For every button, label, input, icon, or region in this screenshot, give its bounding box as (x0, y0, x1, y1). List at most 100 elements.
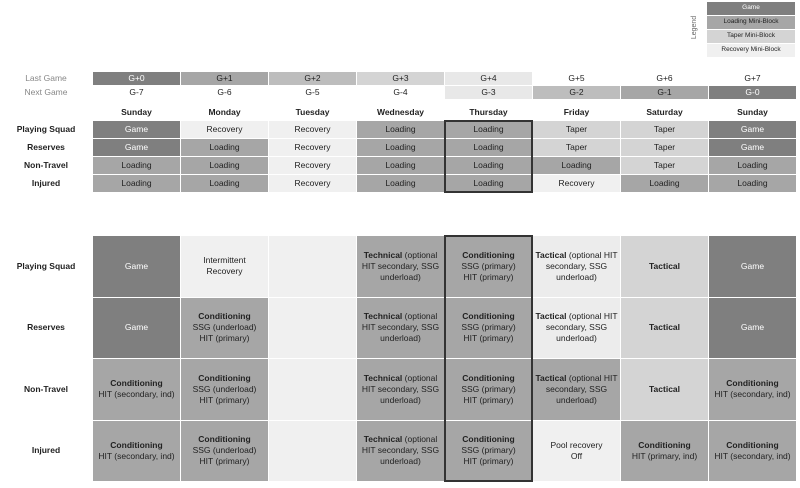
schedule-cell: Recovery (269, 157, 356, 174)
cell-line: HIT (primary) (463, 333, 514, 344)
schedule-cell: Loading (445, 157, 532, 174)
session-cell (269, 297, 356, 358)
schedule-cell: Loading (445, 175, 532, 192)
schedule-cell: Taper (621, 121, 708, 138)
cell-detail: (optional HIT secondary, SSG underload) (361, 311, 440, 344)
highlight (444, 120, 533, 193)
cell-title: Conditioning (462, 372, 515, 383)
cell-title: Technical (363, 311, 403, 322)
day-header: Friday (563, 107, 590, 118)
cell-title: Conditioning (638, 439, 691, 450)
cell-line: Intermittent (203, 255, 246, 266)
cell-title: Conditioning (198, 372, 251, 383)
legend-item: Game (707, 2, 795, 15)
cell-text: Technical (optional HIT secondary, SSG u… (359, 311, 442, 344)
session-cell: Tactical (optional HIT secondary, SSG un… (533, 297, 620, 358)
cell-title: Conditioning (726, 439, 779, 450)
schedule-cell: Loading (357, 157, 444, 174)
day-header: Saturday (646, 107, 683, 118)
schedule-cell: Taper (533, 121, 620, 138)
schedule-cell: Game (93, 121, 180, 138)
cell-line: SSG (underload) (192, 445, 257, 456)
schedule-cell: Loading (181, 157, 268, 174)
game-cell: G-3 (445, 86, 532, 99)
game-cell: G-7 (93, 86, 180, 99)
day-header: Wednesday (376, 107, 425, 118)
row-label: Reserves (27, 322, 65, 333)
legend-item: Taper Mini-Block (707, 30, 795, 43)
row-label: Playing Squad (16, 260, 76, 271)
schedule-cell: Recovery (269, 175, 356, 192)
cell-line: HIT (primary) (199, 456, 250, 467)
cell-title: Technical (363, 249, 403, 260)
cell-text: Technical (optional HIT secondary, SSG u… (359, 373, 442, 406)
schedule-cell: Loading (445, 139, 532, 156)
cell-title: Technical (363, 372, 403, 383)
schedule-cell: Taper (533, 139, 620, 156)
session-cell: Technical (optional HIT secondary, SSG u… (357, 297, 444, 358)
cell-text: Game (124, 260, 149, 271)
cell-line: HIT (secondary, ind) (714, 389, 791, 400)
session-cell (269, 359, 356, 420)
cell-title: Conditioning (462, 311, 515, 322)
schedule-cell: Game (93, 139, 180, 156)
schedule-cell: Game (709, 139, 796, 156)
game-cell: G-5 (269, 86, 356, 99)
cell-line: HIT (primary, ind) (631, 450, 698, 461)
session-cell: Tactical (621, 297, 708, 358)
day-header: Sunday (121, 107, 152, 118)
game-cell: G-4 (357, 86, 444, 99)
row-label: Reserves (27, 141, 65, 152)
session-cell: Game (93, 236, 180, 297)
day-header: Tuesday (295, 107, 330, 118)
session-cell: Game (709, 236, 796, 297)
schedule-cell: Loading (181, 175, 268, 192)
session-cell: Tactical (621, 359, 708, 420)
schedule-cell: Loading (357, 139, 444, 156)
cell-title: Tactical (648, 383, 681, 394)
game-cell: G+3 (357, 72, 444, 85)
session-cell (269, 236, 356, 297)
cell-detail: (optional HIT secondary, SSG underload) (361, 249, 440, 282)
cell-line: SSG (primary) (461, 445, 516, 456)
session-cell (269, 420, 356, 481)
row-label: Next Game (24, 86, 68, 97)
cell-line: HIT (secondary, ind) (98, 450, 175, 461)
session-cell: Conditioning HIT (secondary, ind) (93, 420, 180, 481)
cell-line: SSG (primary) (461, 260, 516, 271)
schedule-cell: Game (709, 121, 796, 138)
schedule-cell: Recovery (533, 175, 620, 192)
schedule-cell: Loading (533, 157, 620, 174)
session-cell: Conditioning SSG (underload) HIT (primary) (181, 359, 268, 420)
cell-line: HIT (primary) (463, 456, 514, 467)
session-cell: Game (93, 297, 180, 358)
cell-title: Conditioning (462, 434, 515, 445)
session-cell: Game (709, 297, 796, 358)
game-cell: G-0 (709, 86, 796, 99)
session-cell: Conditioning SSG (underload) HIT (primary) (181, 420, 268, 481)
schedule-cell: Recovery (269, 121, 356, 138)
game-cell: G+5 (533, 72, 620, 85)
row-label: Non-Travel (24, 383, 68, 394)
cell-title: Conditioning (198, 311, 251, 322)
cell-line: SSG (primary) (461, 322, 516, 333)
session-cell: Tactical (621, 236, 708, 297)
cell-line: Pool recovery (550, 439, 603, 450)
schedule-cell: Loading (621, 175, 708, 192)
game-cell: G+0 (93, 72, 180, 85)
row-label: Last Game (25, 72, 67, 83)
cell-title: Technical (363, 434, 403, 445)
session-cell: Pool recovery Off (533, 420, 620, 481)
day-header: Sunday (737, 107, 768, 118)
schedule-cell: Loading (93, 157, 180, 174)
cell-title: Tactical (535, 372, 567, 383)
session-cell: Technical (optional HIT secondary, SSG u… (357, 420, 444, 481)
cell-title: Conditioning (462, 249, 515, 260)
game-cell: G-2 (533, 86, 620, 99)
schedule-cell: Loading (709, 157, 796, 174)
cell-line: SSG (underload) (192, 383, 257, 394)
cell-text: Tactical (optional HIT secondary, SSG un… (535, 311, 618, 344)
session-cell: Conditioning SSG (primary) HIT (primary) (445, 359, 532, 420)
cell-text: Game (740, 260, 765, 271)
session-cell: Conditioning SSG (primary) HIT (primary) (445, 236, 532, 297)
